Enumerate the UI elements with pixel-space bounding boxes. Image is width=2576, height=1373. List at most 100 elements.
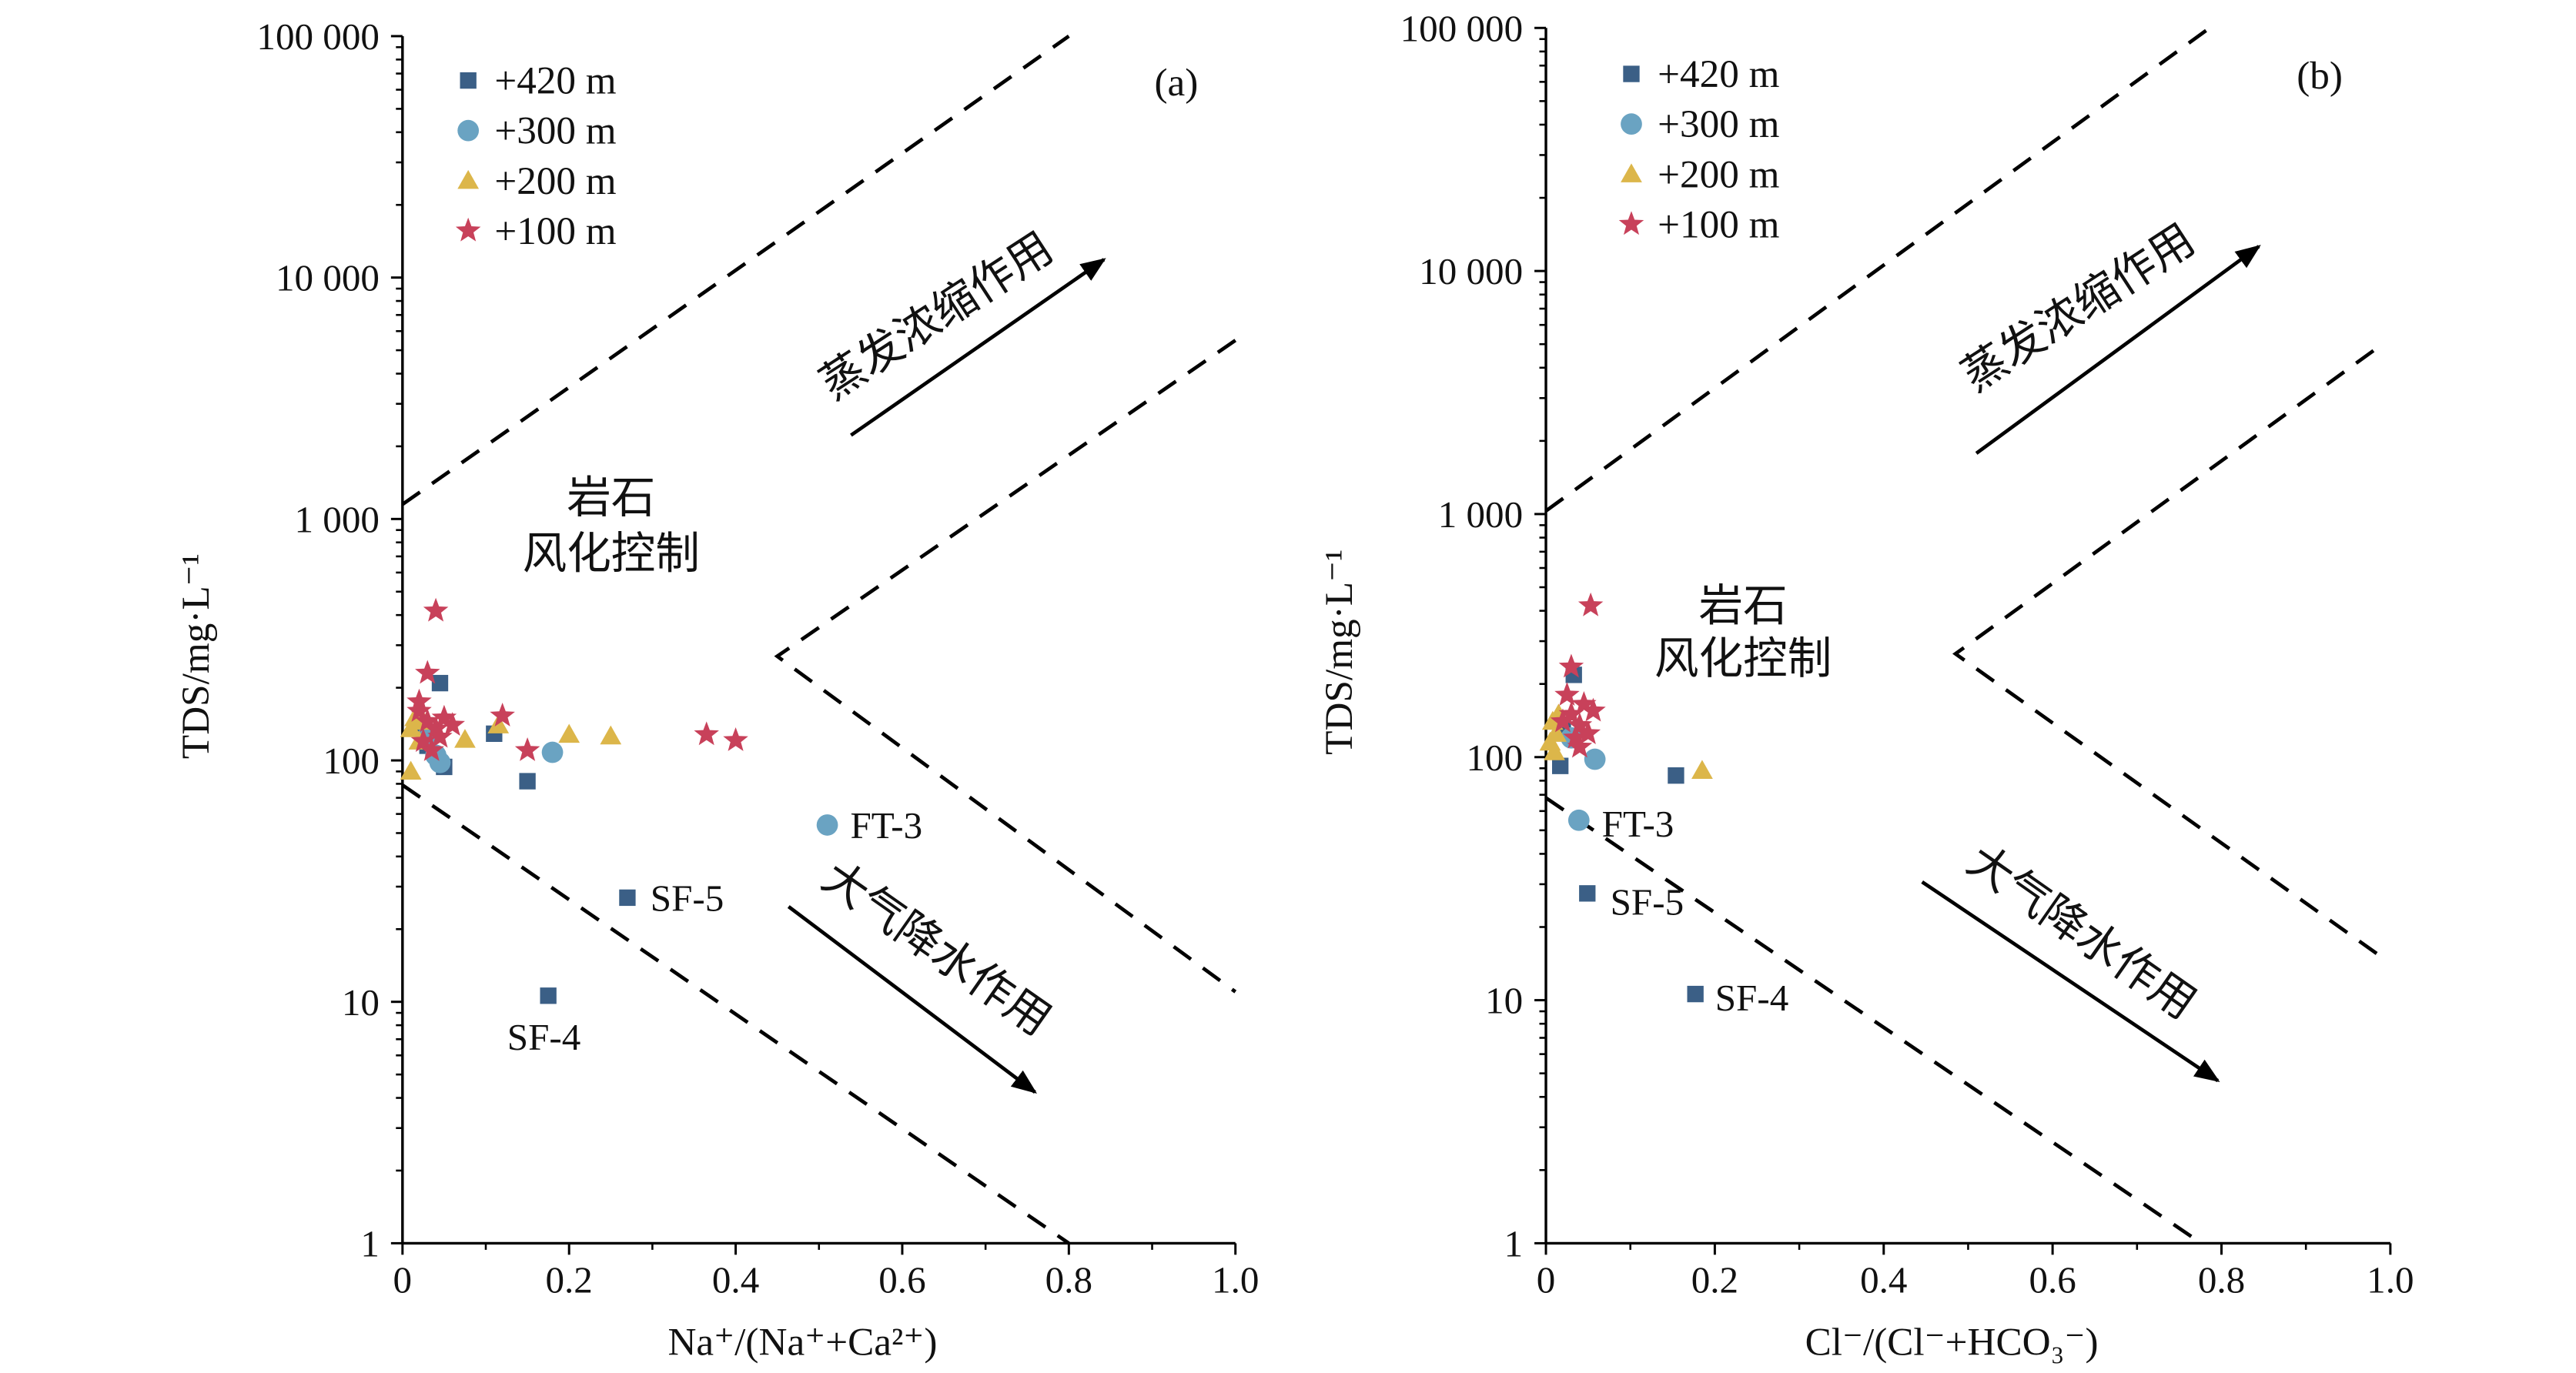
- data-point-star: [415, 660, 440, 684]
- point-annotation: SF-4: [507, 1016, 580, 1058]
- data-point-square: [431, 674, 449, 692]
- data-point-star: [1563, 724, 1588, 749]
- data-point-triangle: [600, 725, 622, 745]
- data-point-star: [1554, 682, 1580, 706]
- data-point-star: [415, 708, 440, 733]
- panel-b: 1 10 100 1 000 10 000 100 000 0 0.2 0.4 0.6 0.8 1.0…: [1317, 7, 2414, 1364]
- y-tick-label: 10 000: [276, 257, 380, 299]
- region-label-rock: 岩石: [1698, 583, 1787, 631]
- y-tick-label: 10: [342, 981, 380, 1024]
- evaporation-arrow: [850, 258, 1106, 437]
- data-point-star: [1558, 701, 1584, 725]
- data-point-star: [410, 728, 437, 752]
- legend-marker-circle: [457, 119, 480, 142]
- data-point-star: [427, 723, 453, 748]
- x-tick-label: 0.6: [2029, 1258, 2076, 1301]
- x-tick-label: 0.4: [1860, 1258, 1907, 1301]
- data-point-star: [1571, 690, 1597, 715]
- data-point-star: [1581, 697, 1606, 722]
- precipitation-arrow: [787, 905, 1037, 1094]
- data-point-star: [1558, 653, 1584, 678]
- data-point-triangle: [558, 723, 580, 743]
- series-star: [406, 597, 748, 761]
- data-point-square: [619, 889, 636, 907]
- legend-marker-square: [1623, 65, 1640, 82]
- data-point-star: [440, 712, 465, 736]
- y-axis-label: TDS/mg·L⁻¹: [1317, 550, 1361, 755]
- point-annotation: SF-5: [651, 877, 724, 919]
- data-point-star: [406, 697, 432, 722]
- series-circle: [417, 726, 838, 836]
- point-annotation: FT-3: [1602, 803, 1674, 845]
- boundary-dashed-line: [1952, 349, 2384, 959]
- region-label-weathering: 风化控制: [523, 529, 700, 578]
- data-point-square: [1579, 885, 1596, 902]
- x-tick-label: 0: [1537, 1258, 1556, 1301]
- precipitation-arrow: [1921, 880, 2220, 1083]
- data-point-star: [1550, 708, 1576, 733]
- point-annotation: FT-3: [850, 804, 922, 847]
- data-point-star: [1567, 733, 1593, 758]
- data-point-star: [1567, 712, 1593, 737]
- legend-marker-star: [455, 217, 481, 242]
- x-tick-label: 0.4: [712, 1258, 759, 1301]
- evaporation-arrow: [1975, 245, 2261, 455]
- data-point-star: [514, 737, 540, 761]
- x-axis-label: Cl⁻/(Cl⁻+HCO₃⁻): [1805, 1321, 2099, 1365]
- y-tick-label: 1: [1504, 1222, 1524, 1264]
- data-point-square: [1552, 757, 1569, 774]
- data-point-square: [1668, 767, 1684, 784]
- y-tick-label: 100: [1467, 737, 1524, 779]
- panel-label: (b): [2297, 54, 2343, 98]
- data-point-circle: [816, 814, 838, 836]
- x-tick-label: 0.8: [2198, 1258, 2245, 1301]
- x-tick-label: 0.2: [1691, 1258, 1738, 1301]
- legend-label: +300 m: [494, 109, 616, 153]
- data-point-star: [490, 703, 515, 727]
- data-point-star: [723, 727, 748, 751]
- data-point-triangle: [1545, 723, 1567, 742]
- region-label-rock: 岩石: [567, 474, 655, 523]
- panel-label: (a): [1154, 61, 1198, 105]
- legend-label: +420 m: [494, 59, 616, 103]
- x-axis-label: Na⁺/(Na⁺+Ca²⁺): [667, 1321, 937, 1365]
- data-point-circle: [1584, 748, 1606, 770]
- data-point-triangle: [454, 729, 476, 748]
- data-point-star: [423, 597, 449, 622]
- legend-label: +200 m: [494, 159, 616, 203]
- data-point-star: [419, 737, 444, 761]
- data-point-square: [519, 773, 536, 790]
- y-tick-label: 100 000: [256, 15, 380, 58]
- y-tick-label: 100 000: [1400, 7, 1524, 49]
- region-label-weathering: 风化控制: [1654, 635, 1832, 683]
- evaporation-label: 蒸发浓缩作用: [1954, 215, 2203, 401]
- legend-label: +100 m: [494, 209, 616, 253]
- legend-label: +100 m: [1658, 202, 1779, 246]
- y-tick-label: 10 000: [1419, 250, 1523, 292]
- legend-marker-circle: [1621, 113, 1642, 135]
- legend-marker-square: [460, 72, 477, 89]
- legend-marker-star: [1618, 211, 1644, 236]
- series-star: [1550, 592, 1606, 758]
- data-point-star: [1577, 592, 1604, 616]
- boundary-dashed-line: [1544, 26, 2211, 513]
- data-point-star: [1575, 720, 1601, 744]
- data-point-star: [431, 704, 457, 729]
- legend-marker-triangle: [457, 169, 480, 189]
- boundary-dashed-line: [1544, 796, 2203, 1245]
- data-point-star: [423, 716, 449, 740]
- boundary-dashed-line: [774, 339, 1237, 994]
- data-point-circle: [1567, 809, 1590, 831]
- y-tick-label: 10: [1485, 980, 1523, 1022]
- data-point-triangle: [1544, 741, 1565, 760]
- data-point-square: [540, 987, 557, 1004]
- data-point-triangle: [1691, 760, 1713, 779]
- x-tick-label: 1.0: [1212, 1258, 1259, 1301]
- x-tick-label: 1.0: [2367, 1258, 2414, 1301]
- point-annotation: SF-5: [1611, 881, 1684, 924]
- data-point-square: [1687, 985, 1704, 1003]
- legend-marker-triangle: [1621, 163, 1642, 182]
- data-point-triangle: [400, 760, 422, 780]
- x-tick-label: 0.8: [1045, 1258, 1092, 1301]
